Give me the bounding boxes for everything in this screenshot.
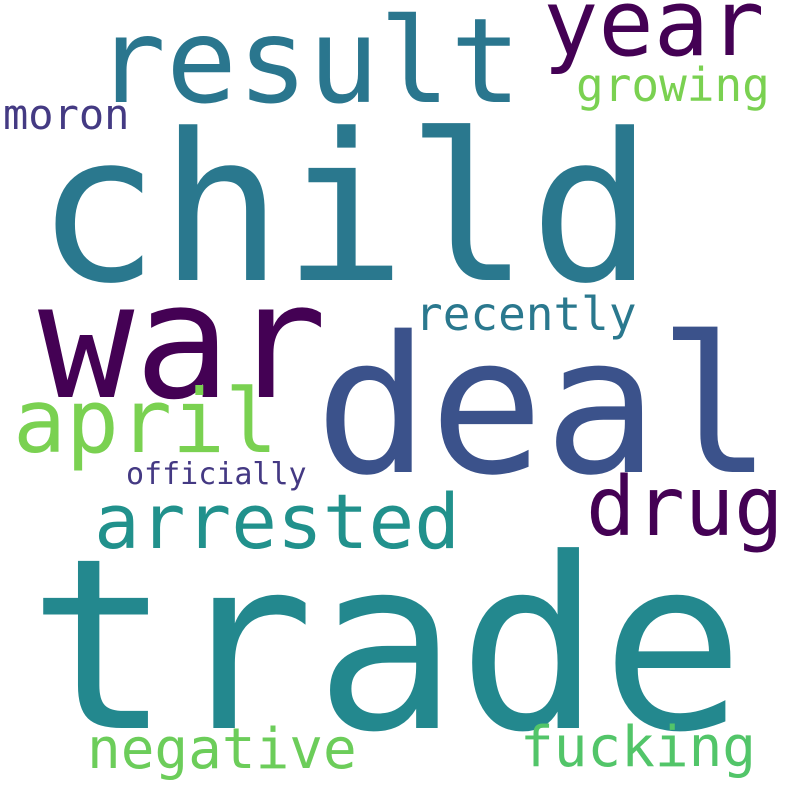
word-moron: moron xyxy=(3,90,130,139)
word-fucking: fucking xyxy=(520,715,757,780)
word-officially: officially xyxy=(126,457,307,492)
word-recently: recently xyxy=(415,287,637,341)
word-drug: drug xyxy=(586,460,784,555)
word-war: war xyxy=(38,248,327,435)
word-child: child xyxy=(36,91,654,329)
word-growing: growing xyxy=(576,58,770,112)
word-trade: trade xyxy=(28,508,745,785)
word-april: april xyxy=(13,370,278,473)
word-result: result xyxy=(95,0,522,130)
word-deal: deal xyxy=(315,296,773,517)
word-arrested: arrested xyxy=(94,477,461,566)
word-year: year xyxy=(543,0,765,77)
word-negative: negative xyxy=(87,717,357,782)
